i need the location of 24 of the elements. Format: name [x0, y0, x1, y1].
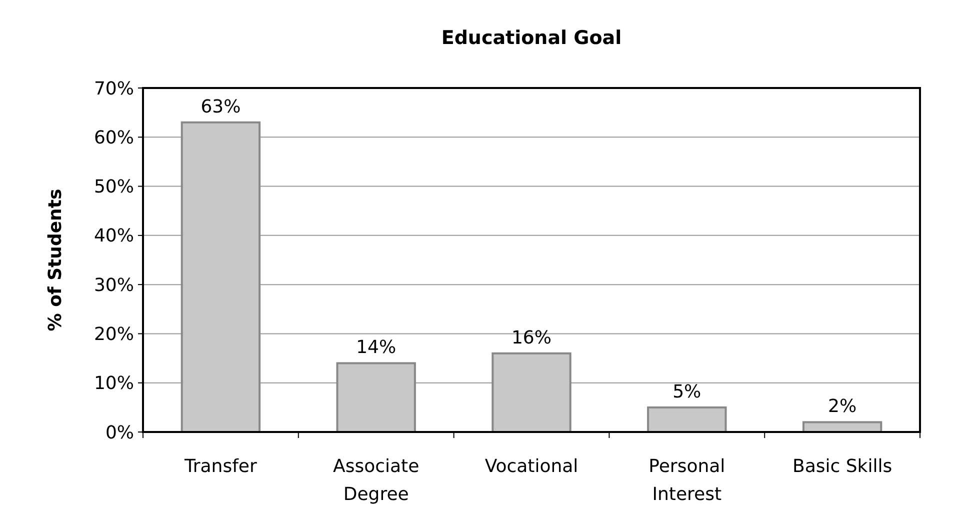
y-tick-label: 10%: [94, 373, 134, 394]
y-tick-label: 50%: [94, 176, 134, 198]
data-label: 16%: [511, 327, 552, 348]
chart-title: Educational Goal: [441, 27, 622, 49]
x-tick-label: Basic Skills: [792, 456, 892, 477]
data-label: 2%: [828, 396, 857, 418]
bar: [647, 406, 727, 433]
data-label: 14%: [356, 337, 396, 358]
y-tick-label: 70%: [94, 78, 134, 100]
x-tick-label: Transfer: [184, 456, 258, 477]
y-tick-label: 60%: [94, 127, 134, 148]
bar: [180, 121, 261, 433]
y-tick-label: 40%: [94, 226, 134, 247]
data-label: 5%: [672, 381, 702, 402]
y-tick-label: 30%: [94, 274, 134, 296]
data-label: 63%: [200, 96, 241, 118]
x-tick-label: Associate Degree: [333, 456, 420, 505]
x-tick-label: Vocational: [484, 456, 578, 477]
y-tick-label: 0%: [105, 422, 134, 444]
y-tick-label: 20%: [94, 324, 134, 346]
y-axis-title: % of Students: [45, 188, 66, 332]
bar: [336, 362, 416, 433]
x-tick-label: Personal Interest: [648, 456, 726, 505]
bar: [492, 352, 572, 433]
